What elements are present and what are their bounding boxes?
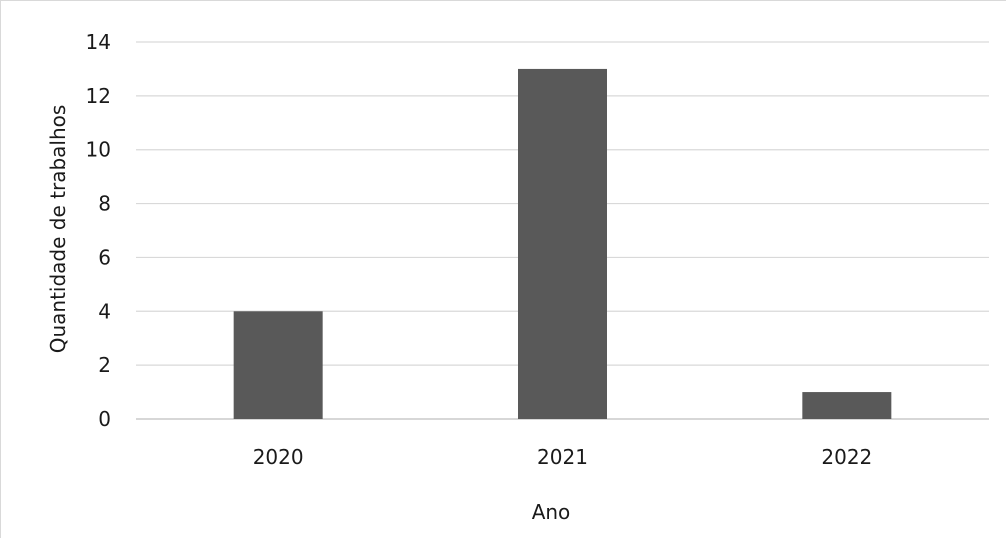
- y-tick-labels: 0 2 4 6 8 10 12 14: [86, 30, 111, 431]
- y-tick-label: 4: [98, 299, 111, 323]
- x-tick-label-2020: 2020: [253, 445, 304, 469]
- y-tick-label: 10: [86, 138, 111, 162]
- bars: [233, 68, 892, 419]
- y-tick-label: 2: [98, 353, 111, 377]
- x-tick-label-2022: 2022: [821, 445, 872, 469]
- bar-2021: [518, 68, 607, 419]
- bar-2020: [233, 311, 323, 419]
- x-tick-labels: 2020 2021 2022: [253, 445, 873, 469]
- x-axis-title: Ano: [532, 500, 571, 524]
- y-tick-label: 14: [86, 30, 111, 54]
- y-axis-title: Quantidade de trabalhos: [46, 105, 70, 354]
- y-tick-label: 0: [98, 407, 111, 431]
- y-tick-label: 8: [98, 192, 111, 216]
- y-tick-label: 6: [98, 245, 111, 269]
- bar-2022: [802, 392, 892, 419]
- x-tick-label-2021: 2021: [537, 445, 588, 469]
- y-tick-label: 12: [86, 84, 111, 108]
